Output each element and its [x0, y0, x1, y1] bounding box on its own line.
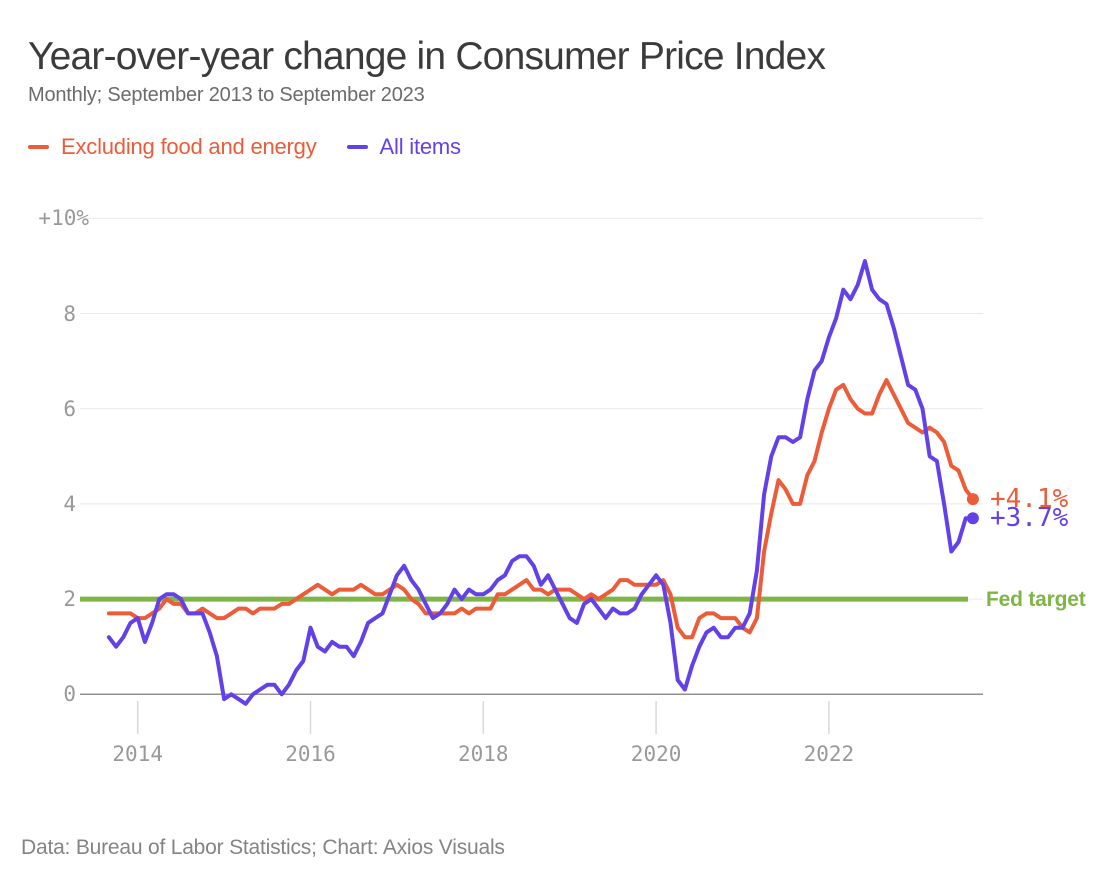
x-tick-label-2020: 2020: [630, 742, 682, 766]
legend-swatch-all-items: [346, 144, 368, 150]
x-tick-label-2014: 2014: [112, 742, 163, 766]
series-end-dot-1: [966, 512, 979, 525]
chart-subtitle: Monthly; September 2013 to September 202…: [28, 84, 425, 106]
y-tick-label-4: 4: [63, 491, 76, 516]
end-value-label-excluding-food-energy: +4.1%: [990, 484, 1069, 515]
legend-label-all-items: All items: [379, 134, 462, 159]
series-end-dot-0: [966, 493, 979, 506]
y-tick-label-2: 2: [63, 587, 76, 612]
legend-item-excluding-food-energy: Excluding food and energy: [28, 134, 317, 160]
y-tick-label-6: 6: [63, 396, 76, 421]
legend-label-excluding-food-energy: Excluding food and energy: [61, 134, 317, 159]
source-credit: Data: Bureau of Labor Statistics; Chart:…: [21, 836, 505, 859]
legend-item-all-items: All items: [346, 134, 462, 160]
y-tick-label-8: 8: [63, 301, 76, 326]
series-line-1: [106, 259, 975, 706]
x-tick-label-2018: 2018: [458, 742, 509, 766]
end-value-label-all-items: +3.7%: [990, 503, 1069, 534]
x-tick-label-2022: 2022: [803, 742, 855, 766]
y-tick-label-10: +10%: [38, 206, 89, 231]
legend-swatch-excluding-food-energy: [28, 144, 49, 150]
series-line-0: [106, 378, 975, 640]
page-title: Year-over-year change in Consumer Price …: [28, 35, 826, 79]
y-tick-label-0: 0: [63, 682, 76, 707]
fed-target-label: Fed target: [986, 588, 1086, 611]
x-tick-label-2016: 2016: [285, 742, 336, 766]
chart-legend: Excluding food and energy All items: [28, 134, 461, 160]
